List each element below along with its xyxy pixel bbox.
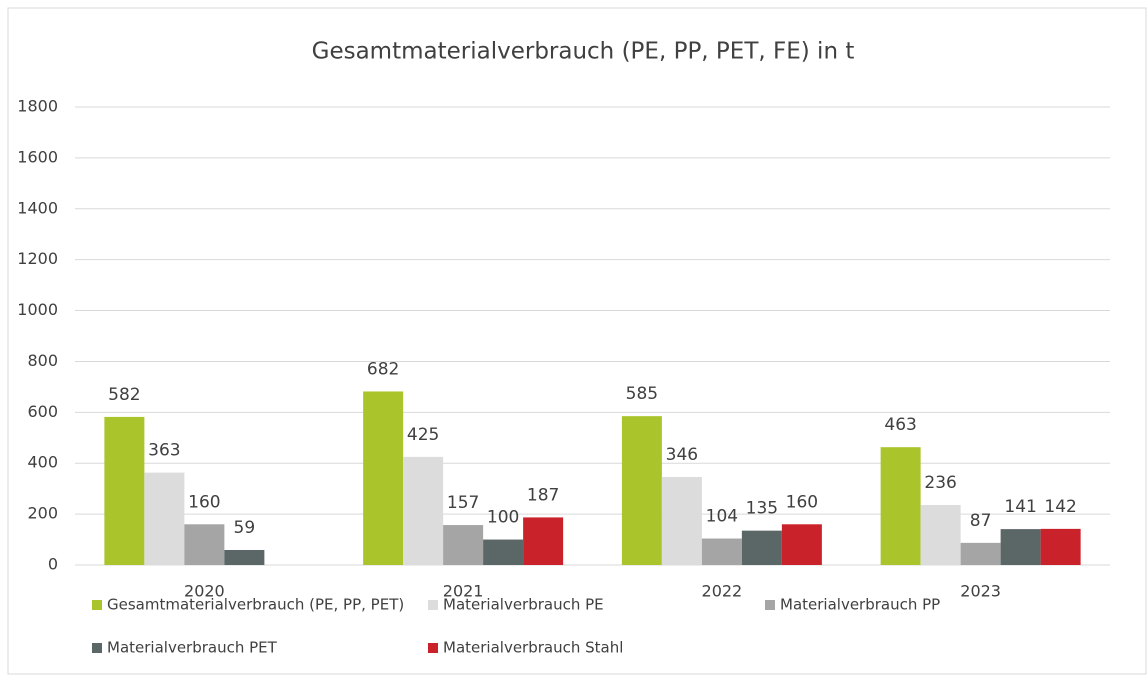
data-label: 141 [1004, 497, 1036, 517]
chart-title: Gesamtmaterialverbrauch (PE, PP, PET, FE… [312, 39, 855, 65]
bar [104, 416, 145, 565]
data-label: 160 [786, 492, 818, 512]
x-tick-label: 2020 [184, 582, 225, 601]
data-label: 236 [924, 473, 956, 493]
bar [621, 416, 662, 565]
bar [781, 524, 822, 565]
x-tick-label: 2021 [443, 582, 484, 601]
data-label: 363 [148, 441, 180, 461]
legend-label: Materialverbrauch Stahl [443, 639, 623, 657]
legend-label: Materialverbrauch PP [780, 596, 940, 614]
y-tick-label: 600 [27, 402, 58, 421]
bar [363, 391, 404, 565]
bar [184, 524, 225, 565]
data-label: 157 [447, 493, 479, 513]
data-label: 585 [626, 384, 658, 404]
bar [701, 538, 742, 565]
legend-label: Materialverbrauch PE [443, 596, 604, 614]
bar [483, 539, 524, 565]
y-tick-label: 800 [27, 351, 58, 370]
bar [920, 504, 961, 565]
y-tick-label: 400 [27, 453, 58, 472]
legend-swatch [428, 600, 438, 610]
legend-swatch [428, 643, 438, 653]
bar [1000, 529, 1041, 565]
bar [523, 517, 564, 565]
bar [880, 447, 921, 565]
legend-label: Materialverbrauch PET [107, 639, 278, 657]
data-label: 346 [666, 445, 698, 465]
data-label: 87 [970, 511, 992, 531]
bar [224, 549, 265, 565]
x-tick-label: 2022 [702, 582, 743, 601]
data-label: 59 [234, 518, 256, 538]
y-tick-label: 1200 [17, 249, 58, 268]
legend-swatch [92, 600, 102, 610]
data-label: 100 [487, 508, 519, 528]
data-label: 682 [367, 359, 399, 379]
data-label: 187 [527, 485, 559, 505]
y-tick-label: 1400 [17, 198, 58, 217]
bar [741, 530, 782, 565]
bar [443, 525, 484, 565]
bar [1040, 528, 1081, 565]
bar [403, 456, 444, 565]
data-label: 135 [746, 499, 778, 519]
y-tick-label: 0 [48, 555, 58, 574]
y-tick-label: 200 [27, 504, 58, 523]
bar [661, 476, 702, 565]
x-tick-label: 2023 [960, 582, 1001, 601]
y-tick-label: 1600 [17, 147, 58, 166]
legend-swatch [92, 643, 102, 653]
legend-label: Gesamtmaterialverbrauch (PE, PP, PET) [107, 596, 404, 614]
y-tick-label: 1000 [17, 300, 58, 319]
legend-swatch [765, 600, 775, 610]
data-label: 104 [706, 507, 738, 527]
chart-frame [7, 7, 1147, 675]
data-label: 142 [1044, 497, 1076, 517]
data-label: 582 [108, 385, 140, 405]
data-label: 160 [188, 492, 220, 512]
data-label: 425 [407, 425, 439, 445]
data-label: 463 [884, 415, 916, 435]
bar [960, 542, 1001, 565]
y-tick-label: 1800 [17, 97, 58, 116]
bar [144, 472, 185, 565]
